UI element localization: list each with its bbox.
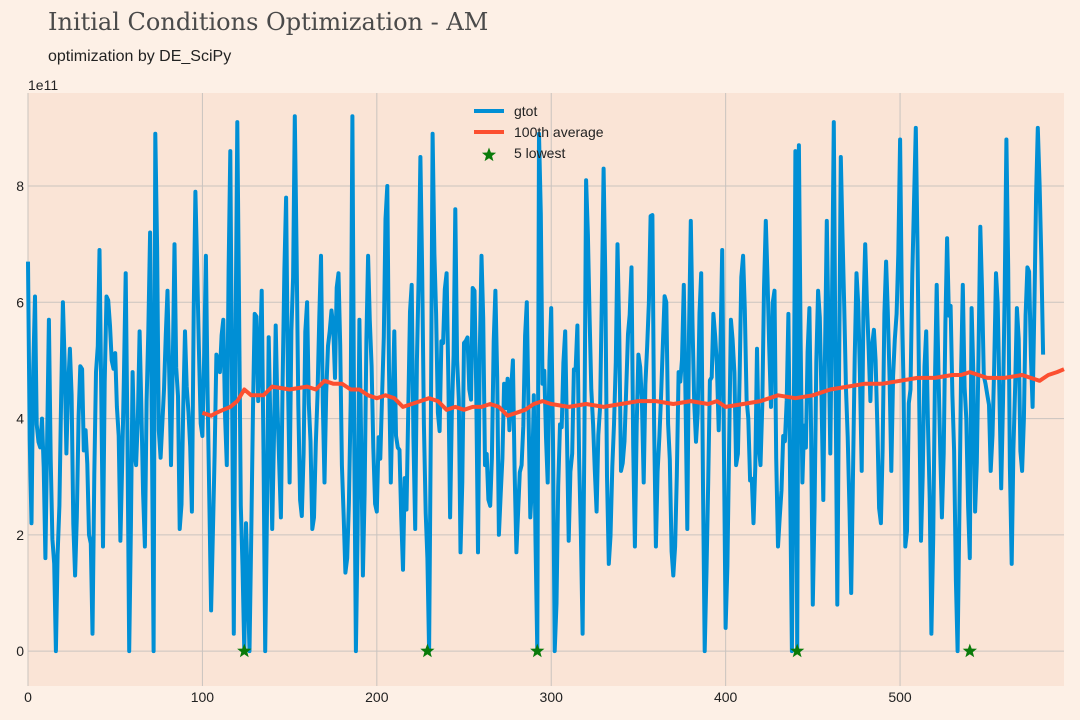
y-axis-multiplier: 1e11 <box>28 77 58 93</box>
chart-title: Initial Conditions Optimization - AM <box>48 8 489 36</box>
y-tick-label: 0 <box>16 643 24 659</box>
series-layer <box>26 114 1065 658</box>
x-tick-label: 400 <box>714 689 738 705</box>
y-tick-label: 6 <box>16 294 24 310</box>
x-tick-label: 500 <box>888 689 912 705</box>
chart-subtitle: optimization by DE_SciPy <box>48 48 232 65</box>
axis-ticks: 0 100 200 300 400 500 0 2 4 6 8 <box>16 178 912 705</box>
legend-label: 100th average <box>514 124 604 140</box>
y-tick-label: 8 <box>16 178 24 194</box>
x-tick-label: 100 <box>191 689 215 705</box>
x-tick-label: 300 <box>540 689 564 705</box>
legend-label: gtot <box>514 103 537 119</box>
lowest-star-marker <box>237 643 252 658</box>
x-tick-label: 0 <box>24 689 32 705</box>
lowest-star-marker <box>790 643 805 658</box>
legend: gtot 100th average 5 lowest <box>474 103 604 162</box>
gtot-line <box>26 114 1046 654</box>
x-tick-label: 200 <box>365 689 389 705</box>
legend-star-icon <box>481 147 497 162</box>
lowest-star-marker <box>530 643 545 658</box>
legend-label: 5 lowest <box>514 145 565 161</box>
lowest-star-marker <box>420 643 435 658</box>
y-tick-label: 2 <box>16 527 24 543</box>
lowest-star-marker <box>962 643 977 658</box>
y-tick-label: 4 <box>16 411 24 427</box>
average-line <box>201 367 1065 418</box>
